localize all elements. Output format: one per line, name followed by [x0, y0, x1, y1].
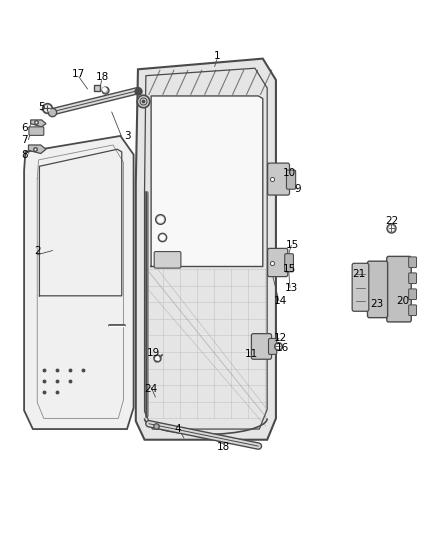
Text: 6: 6 — [21, 123, 28, 133]
Text: 7: 7 — [21, 135, 28, 144]
Text: 24: 24 — [145, 384, 158, 394]
FancyBboxPatch shape — [268, 163, 290, 195]
Text: 22: 22 — [385, 216, 399, 226]
Text: 3: 3 — [124, 131, 131, 141]
Polygon shape — [28, 145, 46, 154]
Text: 14: 14 — [274, 296, 287, 306]
Text: 10: 10 — [283, 168, 296, 178]
Text: 20: 20 — [396, 296, 410, 306]
FancyBboxPatch shape — [154, 252, 181, 268]
Text: 19: 19 — [147, 349, 160, 358]
Text: 1: 1 — [213, 51, 220, 61]
Text: 12: 12 — [274, 334, 287, 343]
FancyBboxPatch shape — [268, 248, 288, 277]
FancyBboxPatch shape — [268, 338, 277, 354]
Text: 17: 17 — [72, 69, 85, 78]
FancyBboxPatch shape — [285, 254, 293, 272]
Text: 15: 15 — [283, 264, 296, 274]
Text: 5: 5 — [38, 102, 45, 111]
Text: 11: 11 — [245, 350, 258, 359]
Text: 18: 18 — [96, 72, 110, 82]
Text: 21: 21 — [353, 270, 366, 279]
FancyBboxPatch shape — [409, 289, 417, 300]
FancyBboxPatch shape — [29, 127, 44, 135]
FancyBboxPatch shape — [251, 334, 272, 359]
Text: 15: 15 — [286, 240, 299, 250]
Polygon shape — [24, 136, 134, 429]
Text: 8: 8 — [21, 150, 28, 159]
FancyBboxPatch shape — [409, 257, 417, 268]
Text: 4: 4 — [174, 424, 181, 434]
Text: 16: 16 — [276, 343, 289, 352]
Text: 9: 9 — [294, 184, 301, 194]
FancyBboxPatch shape — [367, 261, 388, 318]
Text: 23: 23 — [370, 299, 383, 309]
FancyBboxPatch shape — [387, 256, 411, 322]
Polygon shape — [136, 59, 276, 440]
Text: 18: 18 — [217, 442, 230, 451]
Polygon shape — [151, 96, 263, 266]
FancyBboxPatch shape — [409, 273, 417, 284]
FancyBboxPatch shape — [286, 170, 296, 189]
FancyBboxPatch shape — [352, 263, 369, 311]
Text: 2: 2 — [34, 246, 41, 255]
Text: 13: 13 — [285, 283, 298, 293]
FancyBboxPatch shape — [409, 305, 417, 316]
Polygon shape — [31, 120, 46, 127]
